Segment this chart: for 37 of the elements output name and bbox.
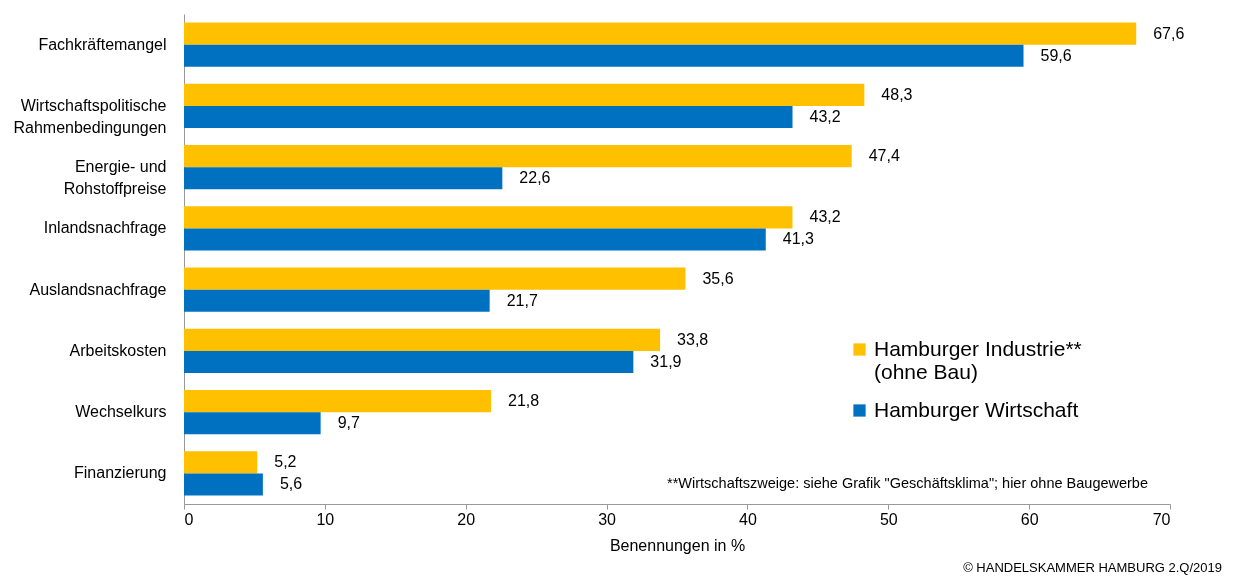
data-label: 9,7 <box>337 414 360 432</box>
data-label: 31,9 <box>650 352 682 370</box>
x-tick-label: 0 <box>184 510 194 528</box>
data-label: 43,2 <box>809 107 841 125</box>
y-tick-label: Fachkräftemangel <box>38 35 167 53</box>
data-label: 21,7 <box>506 291 538 309</box>
y-tick-label: Auslandsnachfrage <box>29 280 167 298</box>
x-tick-label: 50 <box>879 510 898 528</box>
x-tick-label: 10 <box>316 510 335 528</box>
data-label: 22,6 <box>519 169 551 187</box>
data-label: 43,2 <box>809 208 841 226</box>
x-tick-label: 40 <box>739 510 757 528</box>
data-label: 33,8 <box>677 330 709 348</box>
x-axis-title: Benennungen in % <box>609 536 746 554</box>
annotation: **Wirtschaftszweige: siehe Grafik "Geschäftsklima"; hier ohne Baugewerbe <box>667 475 1148 491</box>
data-label: 67,6 <box>1153 24 1185 42</box>
x-tick-label: 70 <box>1152 510 1171 528</box>
y-tick-label: Wirtschaftspolitische Rahmenbedingungen <box>13 96 167 136</box>
data-label: 59,6 <box>1040 46 1072 64</box>
y-tick-label: Energie- und Rohstoffpreise <box>63 158 167 198</box>
x-tick-label: 30 <box>598 510 617 528</box>
data-label: 35,6 <box>702 269 734 287</box>
y-tick-label: Finanzierung <box>74 464 167 482</box>
data-label: 5,6 <box>279 475 303 493</box>
x-tick-label: 60 <box>1020 510 1039 528</box>
data-label: 48,3 <box>881 85 913 103</box>
x-tick-label: 20 <box>457 510 476 528</box>
data-label: 41,3 <box>782 230 814 248</box>
y-tick-label: Wechselkurs <box>75 403 167 421</box>
legend-label: Hamburger Industrie** (ohne Bau) <box>874 336 1082 383</box>
text: © HANDELSKAMMER HAMBURG 2.Q/2019 <box>963 560 1222 575</box>
y-tick-label: Arbeitskosten <box>69 341 167 359</box>
data-label: 47,4 <box>868 147 900 165</box>
data-label: 21,8 <box>508 392 540 410</box>
data-label: 5,2 <box>274 453 297 471</box>
y-tick-label: Inlandsnachfrage <box>43 219 167 237</box>
legend-label: Hamburger Wirtschaft <box>874 397 1079 421</box>
